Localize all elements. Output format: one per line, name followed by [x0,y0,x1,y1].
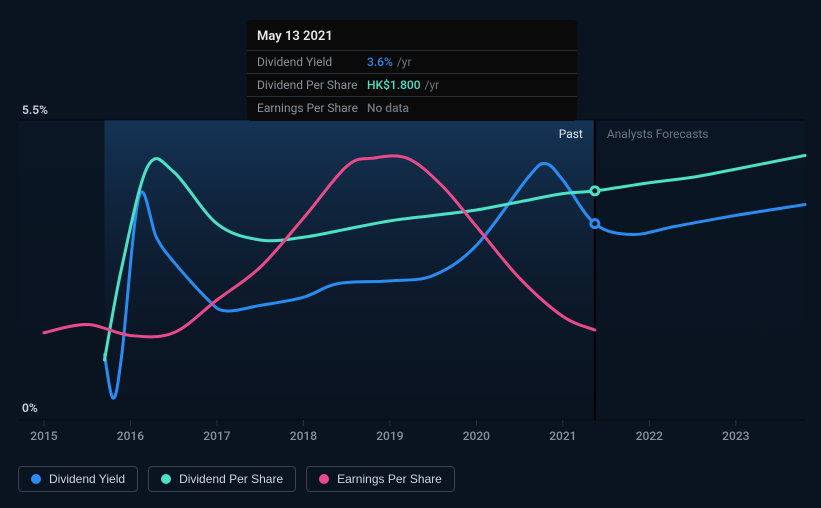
legend-item-dividend-yield[interactable]: Dividend Yield [18,466,138,492]
x-axis-label: 2015 [30,429,57,443]
x-axis-label: 2017 [203,429,230,443]
legend-item-dividend-per-share[interactable]: Dividend Per Share [148,466,296,492]
tooltip-date: May 13 2021 [247,26,577,50]
y-axis-label: 5.5% [22,103,48,117]
x-axis-label: 2022 [636,429,663,443]
tooltip-row: Earnings Per ShareNo data [247,96,577,121]
tooltip-row-value: No data [367,101,409,115]
past-label: Past [559,127,583,141]
legend-item-label: Earnings Per Share [337,472,442,486]
legend-item-label: Dividend Yield [49,472,125,486]
tooltip-row-label: Dividend Per Share [257,78,367,92]
legend-marker-icon [31,474,41,484]
chart-tooltip: May 13 2021 Dividend Yield3.6%/yrDividen… [247,20,577,121]
dividend-chart: 0% 5.5% 2015 2016 2017 2018 2019 2020 2021 2022 20… [0,0,821,508]
x-axis-label: 2021 [549,429,576,443]
chart-legend: Dividend Yield Dividend Per Share Earnings… [18,466,455,492]
tooltip-row-value: HK$1.800 [367,78,421,92]
x-axis-label: 2020 [463,429,490,443]
tooltip-row: Dividend Yield3.6% /yr [247,50,577,73]
x-axis-label: 2019 [376,429,403,443]
tooltip-row-label: Dividend Yield [257,55,367,69]
x-axis-label: 2018 [290,429,317,443]
legend-item-label: Dividend Per Share [179,472,283,486]
tooltip-row-unit: /yr [425,78,440,92]
x-axis-label: 2023 [722,429,749,443]
legend-marker-icon [161,474,171,484]
tooltip-row-unit: /yr [397,55,412,69]
legend-item-earnings-per-share[interactable]: Earnings Per Share [306,466,455,492]
y-axis-label: 0% [22,401,38,415]
tooltip-row-label: Earnings Per Share [257,101,367,115]
tooltip-row-value: 3.6% [367,55,393,69]
x-axis-label: 2016 [117,429,144,443]
tooltip-row: Dividend Per ShareHK$1.800/yr [247,73,577,96]
forecast-label: Analysts Forecasts [607,127,709,141]
legend-marker-icon [319,474,329,484]
